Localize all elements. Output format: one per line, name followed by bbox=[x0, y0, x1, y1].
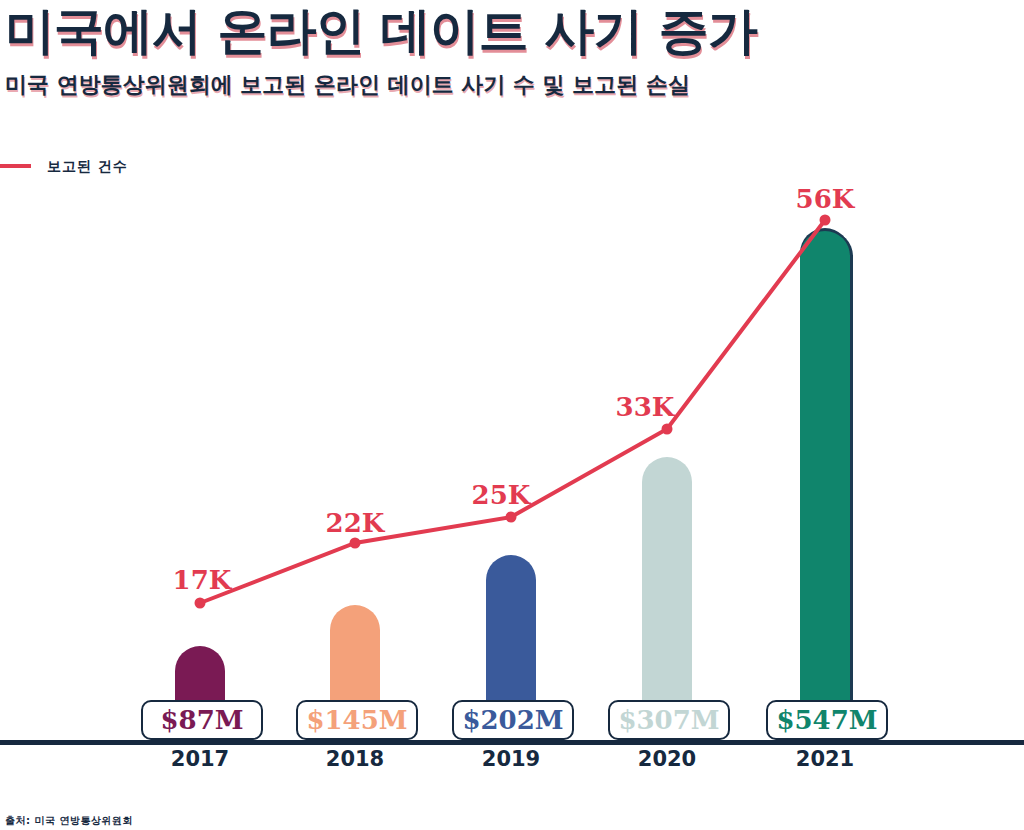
line-point-2018 bbox=[350, 538, 361, 549]
line-point-2017 bbox=[195, 598, 206, 609]
loss-value-box-2018: $145M bbox=[296, 700, 418, 740]
count-label-2020: 33K bbox=[616, 392, 675, 422]
loss-value-box-2020: $307M bbox=[608, 700, 730, 740]
loss-value-box-2021: $547M bbox=[766, 700, 888, 740]
loss-value-box-2017: $87M bbox=[141, 700, 263, 740]
count-label-2017: 17K bbox=[173, 565, 232, 595]
line-point-2019 bbox=[506, 512, 517, 523]
count-label-2021: 56K bbox=[796, 184, 855, 214]
infographic-page: 미국에서 온라인 데이트 사기 증가 미국 연방통상위원회에 보고된 온라인 데… bbox=[0, 0, 1024, 830]
line-point-2020 bbox=[662, 424, 673, 435]
count-label-2018: 22K bbox=[326, 508, 385, 538]
line-point-2021 bbox=[820, 215, 831, 226]
count-label-2019: 25K bbox=[472, 480, 531, 510]
loss-value-box-2019: $202M bbox=[452, 700, 574, 740]
